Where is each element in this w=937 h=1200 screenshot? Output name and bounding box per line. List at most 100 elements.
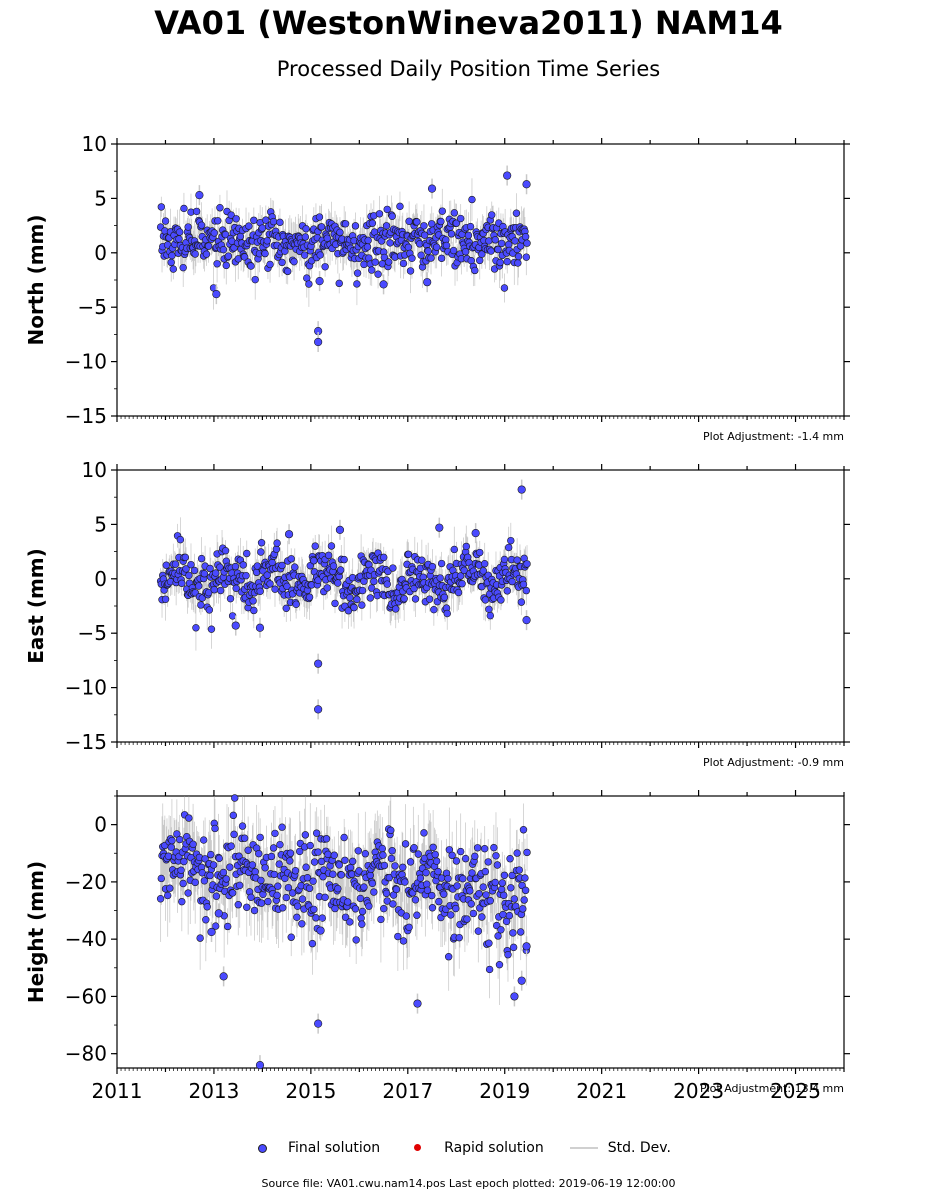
data-point bbox=[377, 915, 385, 924]
outlier-point bbox=[195, 191, 204, 200]
data-point bbox=[399, 937, 408, 945]
data-point bbox=[276, 218, 284, 227]
data-point bbox=[264, 897, 272, 906]
y-tick-label: −15 bbox=[65, 404, 107, 428]
data-point bbox=[353, 269, 362, 277]
data-point bbox=[340, 833, 348, 842]
data-point bbox=[219, 868, 228, 877]
chart-subtitle: Processed Daily Position Time Series bbox=[276, 57, 661, 81]
x-tick-label: 2015 bbox=[285, 1079, 336, 1103]
data-point bbox=[485, 965, 494, 974]
data-point bbox=[479, 883, 487, 891]
data-point bbox=[329, 562, 338, 570]
data-point bbox=[523, 848, 531, 857]
legend-stddev-label: Std. Dev. bbox=[607, 1140, 671, 1156]
data-point bbox=[478, 250, 486, 258]
data-point bbox=[200, 570, 209, 578]
y-tick-label: −5 bbox=[78, 295, 107, 319]
data-point bbox=[189, 840, 197, 848]
data-point bbox=[358, 586, 367, 595]
data-point bbox=[197, 221, 206, 229]
data-point bbox=[249, 597, 257, 605]
outlier-point bbox=[503, 171, 512, 180]
data-point bbox=[442, 241, 451, 250]
data-point bbox=[514, 259, 522, 267]
data-point bbox=[164, 852, 173, 860]
data-point bbox=[473, 844, 482, 852]
data-point bbox=[323, 234, 331, 242]
source-footer: Source file: VA01.cwu.nam14.pos Last epo… bbox=[261, 1177, 676, 1190]
data-point bbox=[253, 562, 262, 570]
data-point bbox=[480, 844, 489, 853]
data-point bbox=[418, 556, 426, 564]
data-point bbox=[486, 897, 495, 905]
data-point bbox=[302, 225, 310, 233]
data-point bbox=[257, 548, 265, 556]
data-point bbox=[394, 932, 402, 941]
data-point bbox=[368, 584, 376, 592]
data-point bbox=[474, 927, 483, 935]
data-point bbox=[511, 237, 519, 245]
data-point bbox=[476, 256, 484, 265]
data-point bbox=[380, 553, 388, 562]
data-point bbox=[178, 897, 186, 906]
data-point bbox=[278, 823, 286, 831]
data-point bbox=[514, 252, 523, 261]
data-point bbox=[440, 593, 449, 601]
x-tick-label: 2019 bbox=[479, 1079, 530, 1103]
data-point bbox=[243, 549, 251, 558]
data-point bbox=[341, 220, 350, 228]
data-point bbox=[211, 569, 220, 577]
data-point bbox=[513, 556, 521, 564]
data-point bbox=[432, 857, 441, 865]
data-point bbox=[282, 893, 290, 902]
data-point bbox=[219, 245, 228, 254]
data-point bbox=[354, 847, 362, 855]
data-point bbox=[179, 263, 187, 272]
data-point bbox=[309, 877, 317, 885]
outlier-point bbox=[517, 976, 526, 985]
data-point bbox=[434, 867, 442, 876]
data-point bbox=[192, 207, 201, 216]
data-point bbox=[191, 250, 199, 258]
data-point bbox=[437, 559, 446, 568]
data-point bbox=[323, 584, 331, 592]
data-point bbox=[411, 595, 420, 603]
data-point bbox=[221, 230, 230, 239]
data-point bbox=[267, 852, 276, 861]
data-point bbox=[293, 902, 302, 910]
data-point bbox=[350, 603, 358, 612]
data-point bbox=[356, 894, 365, 903]
data-point bbox=[311, 542, 319, 550]
data-point bbox=[295, 847, 304, 856]
data-point bbox=[508, 871, 516, 880]
data-point bbox=[341, 913, 350, 921]
chart-title: VA01 (WestonWineva2011) NAM14 bbox=[154, 4, 783, 42]
y-axis-label: East (mm) bbox=[24, 548, 48, 664]
data-point bbox=[464, 231, 473, 240]
data-point bbox=[497, 926, 505, 934]
data-point bbox=[301, 233, 310, 241]
data-point bbox=[410, 844, 418, 852]
data-point bbox=[210, 229, 218, 237]
outlier-point bbox=[255, 1061, 265, 1070]
data-point bbox=[405, 923, 413, 932]
data-point bbox=[447, 230, 456, 238]
data-point bbox=[177, 866, 185, 874]
data-point bbox=[423, 886, 432, 894]
data-point bbox=[522, 586, 531, 595]
data-point bbox=[271, 829, 279, 838]
data-point bbox=[428, 891, 436, 900]
data-point bbox=[181, 553, 190, 562]
data-point bbox=[468, 869, 476, 877]
data-point bbox=[500, 891, 508, 900]
data-point bbox=[298, 895, 307, 903]
data-point bbox=[161, 595, 170, 603]
data-point bbox=[216, 563, 224, 571]
data-point bbox=[244, 846, 252, 854]
data-point bbox=[513, 849, 521, 857]
data-point bbox=[266, 260, 274, 269]
data-point bbox=[505, 911, 514, 920]
data-point bbox=[435, 897, 443, 906]
data-point bbox=[383, 580, 391, 588]
